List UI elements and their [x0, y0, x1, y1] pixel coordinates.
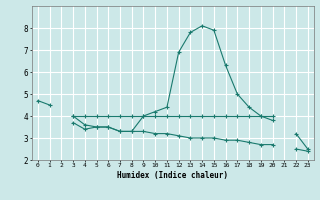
- X-axis label: Humidex (Indice chaleur): Humidex (Indice chaleur): [117, 171, 228, 180]
